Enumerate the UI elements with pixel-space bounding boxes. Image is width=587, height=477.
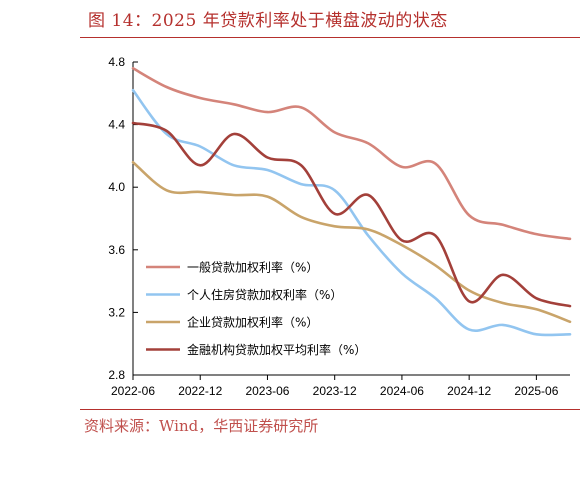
x-tick-label: 2025-06 — [514, 384, 558, 398]
x-tick-label: 2024-06 — [380, 384, 424, 398]
y-tick-label: 4.8 — [108, 55, 125, 69]
y-axis-ticks: 2.8 3.2 3.6 4.0 4.4 4.8 — [108, 55, 138, 382]
y-tick-label: 3.6 — [108, 243, 125, 257]
title-divider — [80, 37, 580, 38]
legend-label-3: 企业贷款加权利率（%） — [187, 315, 318, 330]
x-tick-label: 2024-12 — [447, 384, 491, 398]
legend-label-1: 一般贷款加权利率（%） — [187, 260, 318, 275]
legend-label-2: 个人住房贷款加权利率（%） — [187, 287, 342, 302]
series-line-2 — [131, 88, 572, 337]
x-tick-label: 2022-12 — [178, 384, 222, 398]
series-lines — [131, 67, 572, 337]
series-line-4 — [131, 121, 572, 308]
legend: 一般贷款加权利率（%） 个人住房贷款加权利率（%） 企业贷款加权利率（%） 金融机构贷… — [146, 260, 366, 357]
y-tick-label: 4.0 — [108, 180, 125, 194]
x-axis-ticks: 2022-06 2022-12 2023-06 2023-12 2024-06 2024-… — [111, 375, 559, 398]
legend-label-4: 金融机构贷款加权平均利率（%） — [187, 342, 366, 357]
series-line-3 — [131, 160, 572, 324]
source-note: 资料来源：Wind，华西证券研究所 — [84, 417, 319, 435]
source-divider — [80, 409, 580, 410]
x-tick-label: 2023-06 — [245, 384, 289, 398]
y-tick-label: 2.8 — [108, 368, 125, 382]
x-tick-label: 2023-12 — [313, 384, 357, 398]
series-line-1 — [131, 67, 572, 241]
y-tick-label: 4.4 — [108, 118, 125, 132]
y-tick-label: 3.2 — [108, 305, 125, 319]
x-tick-label: 2022-06 — [111, 384, 155, 398]
chart-title: 图 14：2025 年贷款利率处于横盘波动的状态 — [88, 11, 448, 31]
